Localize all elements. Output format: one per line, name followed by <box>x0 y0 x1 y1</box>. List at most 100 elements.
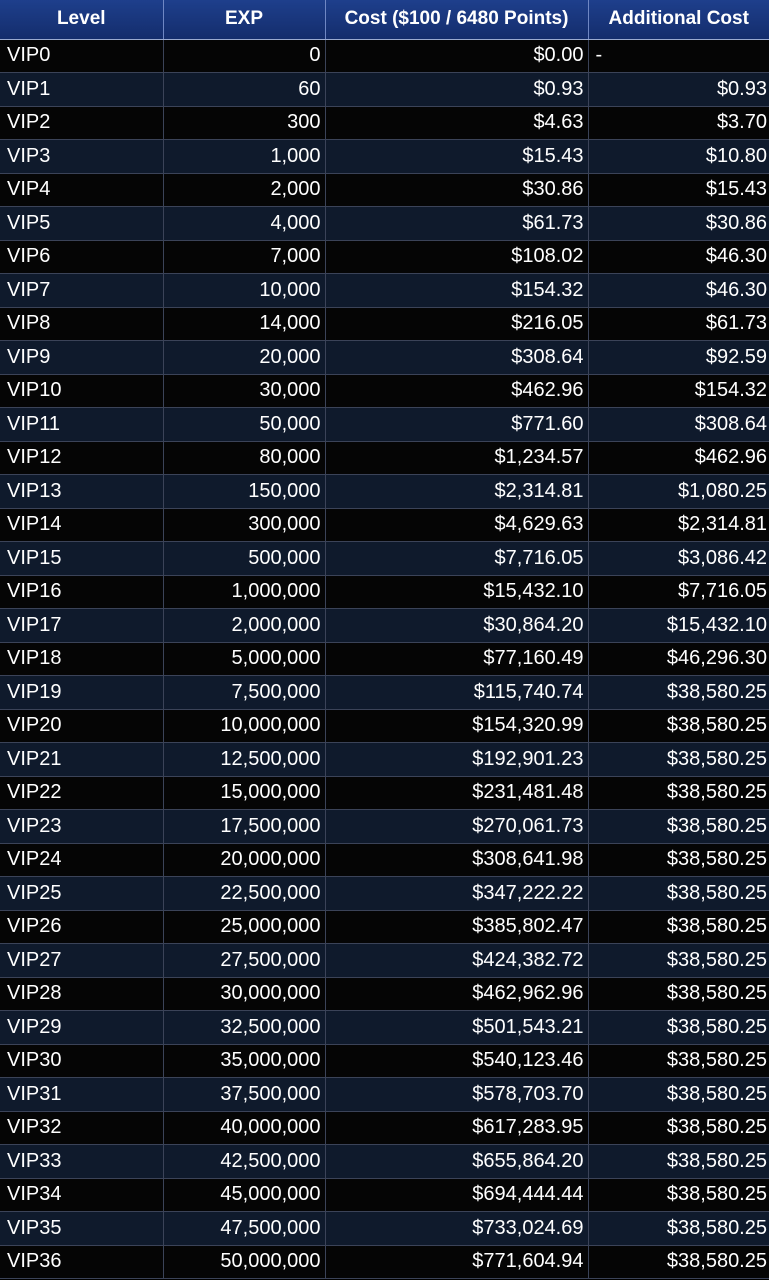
level-cell: VIP4 <box>0 173 164 207</box>
additional-cost-cell: $154.32 <box>588 374 769 408</box>
exp-cell: 25,000,000 <box>163 910 326 944</box>
additional-cost-cell: $92.59 <box>588 340 769 375</box>
table-row: VIP14 300,000 $4,629.63 $2,314.81 <box>0 508 769 542</box>
exp-cell: 40,000,000 <box>163 1111 326 1145</box>
cost-cell: $0.93 <box>325 72 589 107</box>
cost-cell: $2,314.81 <box>325 474 589 509</box>
additional-cost-cell: $38,580.25 <box>588 776 769 810</box>
level-cell: VIP1 <box>0 72 164 107</box>
exp-cell: 60 <box>163 72 326 107</box>
table-row: VIP13 150,000 $2,314.81 $1,080.25 <box>0 474 769 509</box>
additional-cost-cell: $38,580.25 <box>588 977 769 1011</box>
level-cell: VIP7 <box>0 273 164 308</box>
exp-cell: 1,000,000 <box>163 575 326 609</box>
additional-cost-cell: $38,580.25 <box>588 1211 769 1246</box>
cost-cell: $30.86 <box>325 173 589 207</box>
table-row: VIP1 60 $0.93 $0.93 <box>0 72 769 107</box>
level-cell: VIP5 <box>0 206 164 241</box>
additional-cost-cell: $3.70 <box>588 106 769 140</box>
cost-cell: $192,901.23 <box>325 742 589 777</box>
level-cell: VIP22 <box>0 776 164 810</box>
table-row: VIP7 10,000 $154.32 $46.30 <box>0 273 769 308</box>
exp-cell: 42,500,000 <box>163 1144 326 1179</box>
additional-cost-cell: $7,716.05 <box>588 575 769 609</box>
additional-cost-cell: $38,580.25 <box>588 742 769 777</box>
table-row: VIP4 2,000 $30.86 $15.43 <box>0 173 769 207</box>
table-row: VIP17 2,000,000 $30,864.20 $15,432.10 <box>0 608 769 643</box>
table-row: VIP29 32,500,000 $501,543.21 $38,580.25 <box>0 1010 769 1045</box>
exp-cell: 20,000,000 <box>163 843 326 877</box>
cost-cell: $7,716.05 <box>325 541 589 576</box>
exp-cell: 7,000 <box>163 240 326 274</box>
cost-cell: $61.73 <box>325 206 589 241</box>
exp-cell: 35,000,000 <box>163 1044 326 1078</box>
cost-cell: $308,641.98 <box>325 843 589 877</box>
level-cell: VIP3 <box>0 139 164 174</box>
additional-cost-cell: $0.93 <box>588 72 769 107</box>
additional-cost-cell: $38,580.25 <box>588 876 769 911</box>
level-cell: VIP13 <box>0 474 164 509</box>
additional-cost-cell: $61.73 <box>588 307 769 341</box>
table-row: VIP2 300 $4.63 $3.70 <box>0 106 769 140</box>
cost-cell: $115,740.74 <box>325 675 589 710</box>
exp-cell: 50,000,000 <box>163 1245 326 1279</box>
level-cell: VIP29 <box>0 1010 164 1045</box>
additional-cost-cell: $38,580.25 <box>588 675 769 710</box>
header-level: Level <box>0 0 164 40</box>
cost-cell: $694,444.44 <box>325 1178 589 1212</box>
level-cell: VIP34 <box>0 1178 164 1212</box>
additional-cost-cell: $38,580.25 <box>588 843 769 877</box>
table-row: VIP20 10,000,000 $154,320.99 $38,580.25 <box>0 709 769 743</box>
table-row: VIP25 22,500,000 $347,222.22 $38,580.25 <box>0 876 769 911</box>
additional-cost-cell: $462.96 <box>588 441 769 475</box>
table-row: VIP3 1,000 $15.43 $10.80 <box>0 139 769 174</box>
level-cell: VIP6 <box>0 240 164 274</box>
exp-cell: 37,500,000 <box>163 1077 326 1112</box>
additional-cost-cell: $38,580.25 <box>588 943 769 978</box>
cost-cell: $108.02 <box>325 240 589 274</box>
table-row: VIP32 40,000,000 $617,283.95 $38,580.25 <box>0 1111 769 1145</box>
level-cell: VIP21 <box>0 742 164 777</box>
level-cell: VIP18 <box>0 642 164 676</box>
table-row: VIP10 30,000 $462.96 $154.32 <box>0 374 769 408</box>
exp-cell: 7,500,000 <box>163 675 326 710</box>
cost-cell: $733,024.69 <box>325 1211 589 1246</box>
level-cell: VIP14 <box>0 508 164 542</box>
cost-cell: $771.60 <box>325 407 589 442</box>
additional-cost-cell: $15.43 <box>588 173 769 207</box>
cost-cell: $578,703.70 <box>325 1077 589 1112</box>
table-row: VIP22 15,000,000 $231,481.48 $38,580.25 <box>0 776 769 810</box>
table-row: VIP6 7,000 $108.02 $46.30 <box>0 240 769 274</box>
level-cell: VIP27 <box>0 943 164 978</box>
cost-cell: $4.63 <box>325 106 589 140</box>
level-cell: VIP35 <box>0 1211 164 1246</box>
cost-cell: $154,320.99 <box>325 709 589 743</box>
cost-cell: $4,629.63 <box>325 508 589 542</box>
exp-cell: 20,000 <box>163 340 326 375</box>
exp-cell: 22,500,000 <box>163 876 326 911</box>
exp-cell: 15,000,000 <box>163 776 326 810</box>
table-row: VIP27 27,500,000 $424,382.72 $38,580.25 <box>0 943 769 978</box>
exp-cell: 27,500,000 <box>163 943 326 978</box>
table-row: VIP16 1,000,000 $15,432.10 $7,716.05 <box>0 575 769 609</box>
table-row: VIP0 0 $0.00- <box>0 39 769 73</box>
cost-cell: $231,481.48 <box>325 776 589 810</box>
header-additional-cost: Additional Cost <box>588 0 769 40</box>
level-cell: VIP17 <box>0 608 164 643</box>
level-cell: VIP30 <box>0 1044 164 1078</box>
exp-cell: 0 <box>163 39 326 73</box>
additional-cost-cell: $1,080.25 <box>588 474 769 509</box>
exp-cell: 47,500,000 <box>163 1211 326 1246</box>
exp-cell: 10,000,000 <box>163 709 326 743</box>
level-cell: VIP20 <box>0 709 164 743</box>
level-cell: VIP12 <box>0 441 164 475</box>
level-cell: VIP9 <box>0 340 164 375</box>
exp-cell: 14,000 <box>163 307 326 341</box>
additional-cost-cell: $38,580.25 <box>588 1178 769 1212</box>
level-cell: VIP26 <box>0 910 164 944</box>
exp-cell: 45,000,000 <box>163 1178 326 1212</box>
level-cell: VIP16 <box>0 575 164 609</box>
cost-cell: $771,604.94 <box>325 1245 589 1279</box>
additional-cost-cell: $38,580.25 <box>588 910 769 944</box>
